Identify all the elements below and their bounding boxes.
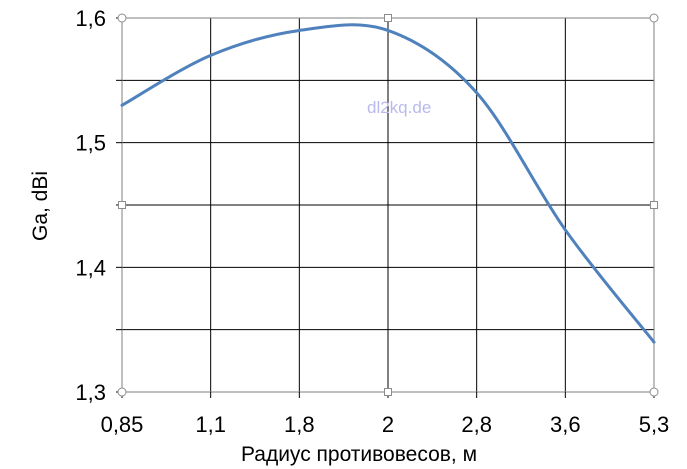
x-tick-label: 2,8 — [461, 412, 492, 437]
side-handle — [650, 201, 658, 209]
y-tick-label: 1,4 — [75, 255, 106, 280]
x-tick-label: 1,8 — [284, 412, 315, 437]
y-axis-title: Ga, dBi — [29, 171, 52, 241]
x-tick-label: 2 — [382, 412, 394, 437]
x-axis-ticks: 0,85 1,1 1,8 2 2,8 3,6 5,3 — [101, 392, 670, 437]
selection-handles — [117, 13, 659, 397]
watermark: dl2kq.de — [367, 98, 431, 117]
side-handle — [118, 201, 126, 209]
y-axis-ticks: 1,3 1,4 1,5 1,6 — [75, 6, 122, 405]
y-tick-label: 1,5 — [75, 131, 106, 156]
x-tick-label: 0,85 — [101, 412, 144, 437]
corner-handle — [649, 13, 659, 23]
y-tick-label: 1,3 — [75, 380, 106, 405]
x-tick-label: 1,1 — [195, 412, 226, 437]
series-line — [120, 23, 656, 344]
corner-handle — [117, 13, 127, 23]
x-axis-title: Радиус противовесов, м — [241, 443, 477, 466]
y-tick-label: 1,6 — [75, 6, 106, 31]
x-tick-label: 3,6 — [550, 412, 581, 437]
corner-handle — [649, 387, 659, 397]
side-handle — [384, 388, 392, 396]
corner-handle — [117, 387, 127, 397]
grid-lines — [122, 18, 654, 392]
x-tick-label: 5,3 — [639, 412, 670, 437]
side-handle — [384, 14, 392, 22]
